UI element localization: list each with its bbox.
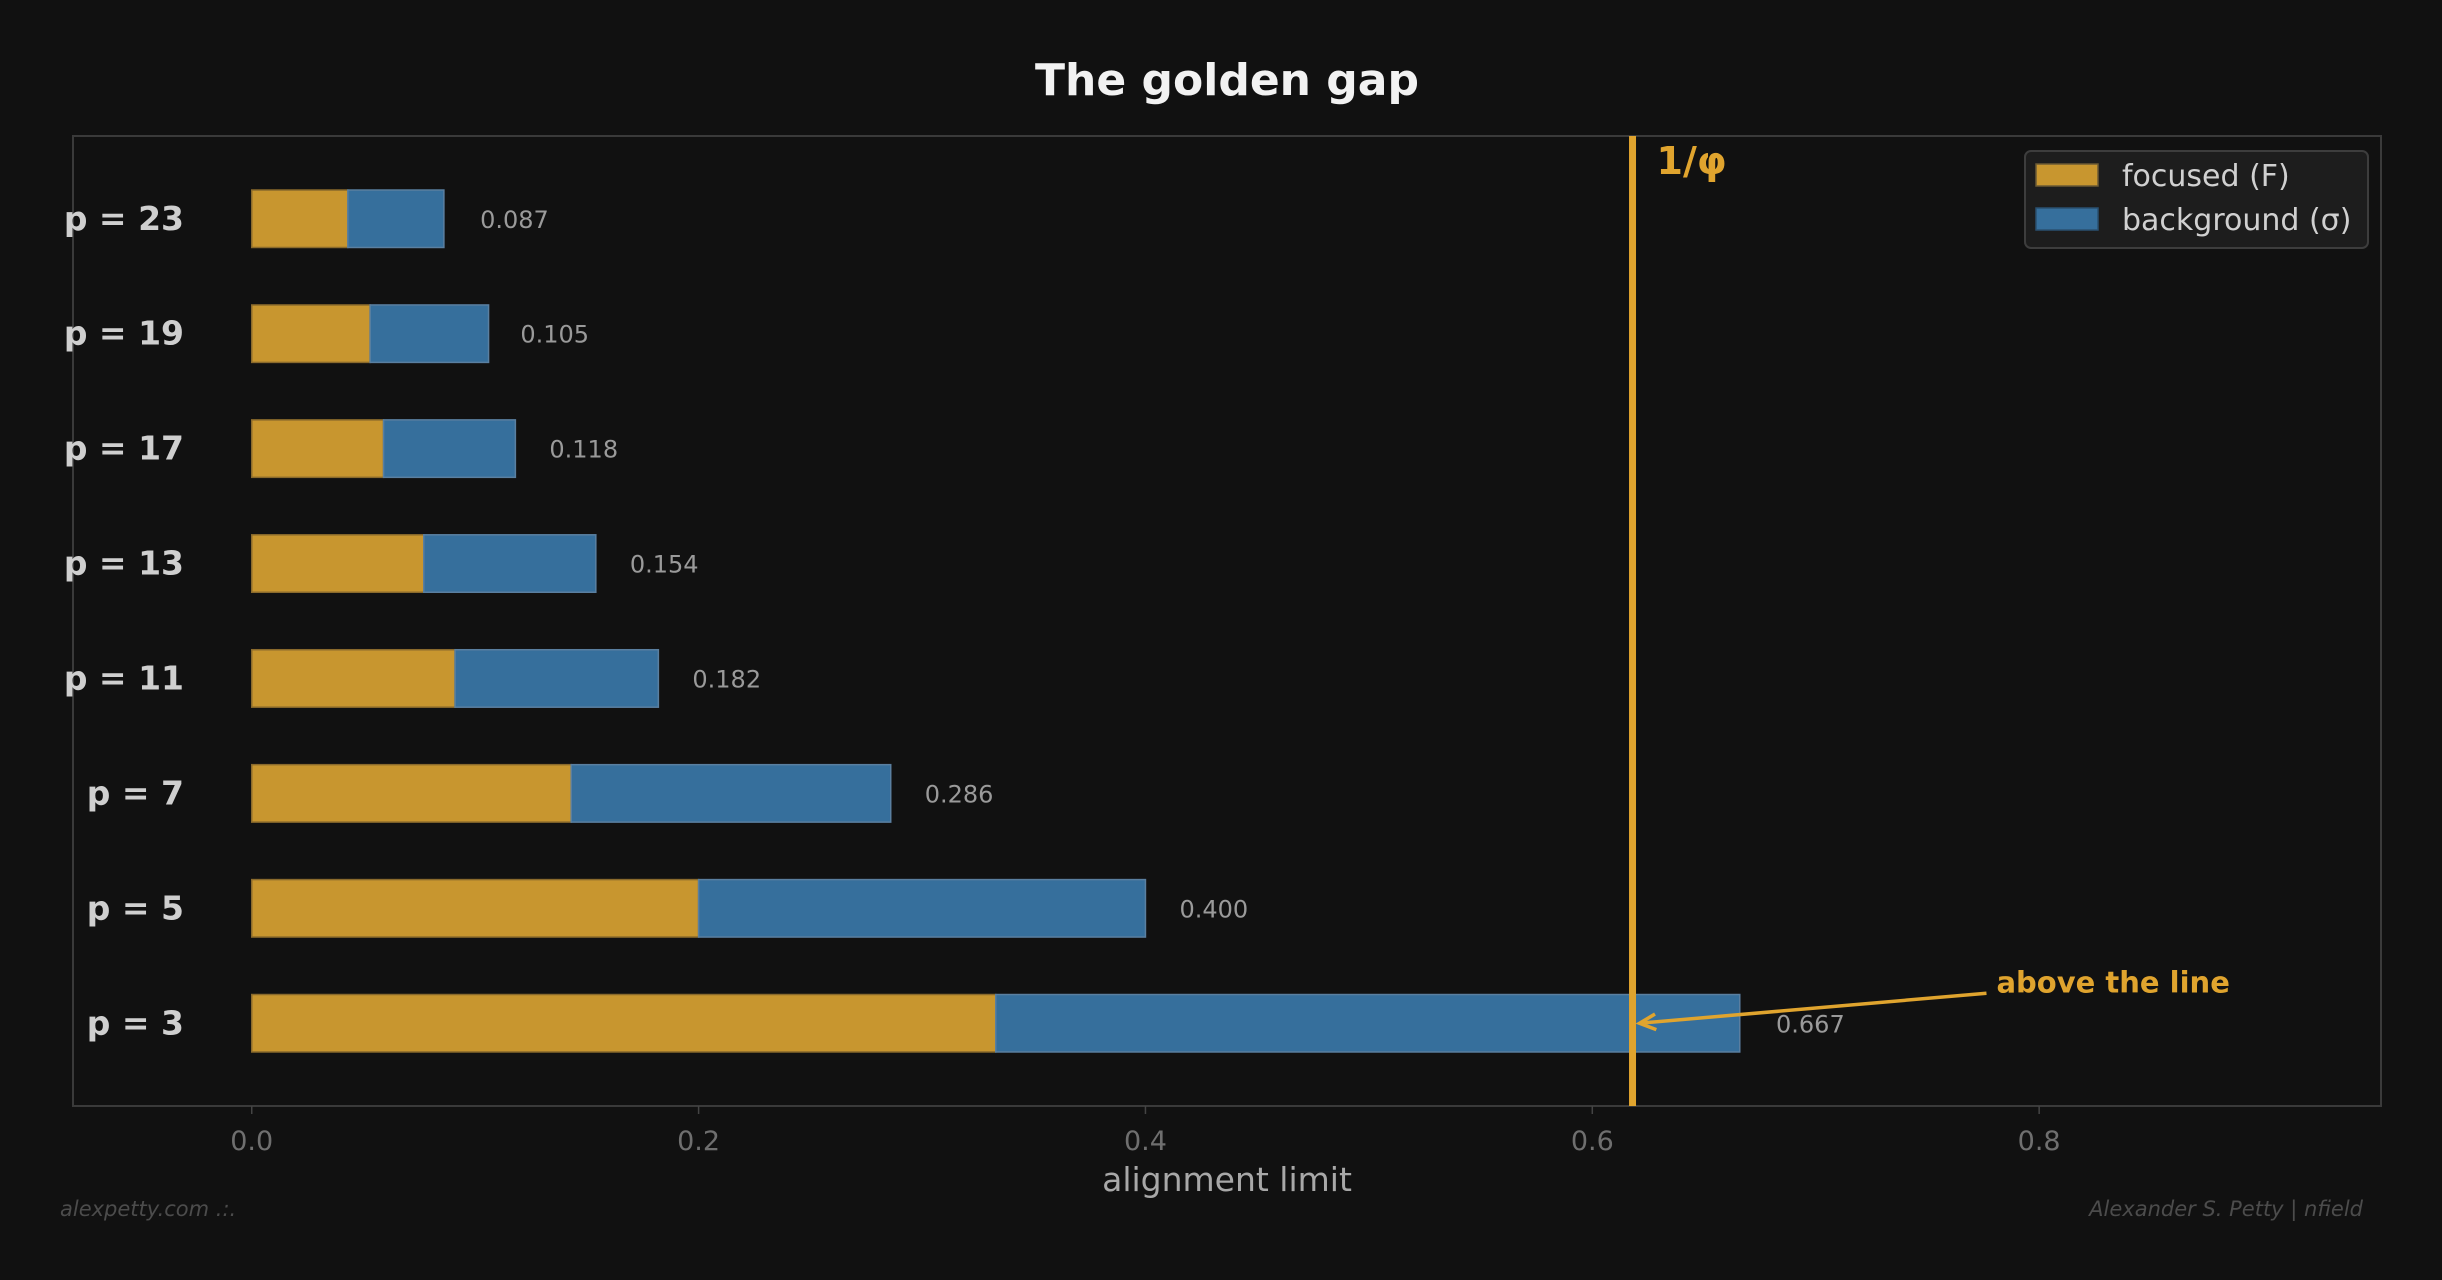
bar-background-p-19: [369, 304, 490, 364]
bar-background-p-23: [347, 189, 445, 249]
value-label-p-19: 0.105: [520, 321, 589, 349]
legend-box: [2024, 150, 2369, 249]
category-labels-layer: p = 3 p = 5 p = 7 p = 11 p = 13 p = 17 p = 19 p…: [64, 199, 184, 1043]
x-tick-label: 0.6: [1571, 1126, 1614, 1157]
plot-frame: [72, 135, 2382, 1107]
footer-right: Alexander S. Petty | nfield: [2087, 1197, 2364, 1222]
bar-focused-f-p-23: [250, 189, 349, 249]
category-label-p-19: p = 19: [64, 314, 184, 353]
annotation: above the line: [1635, 965, 2230, 1032]
value-label-p-7: 0.286: [925, 780, 994, 808]
bar-focused-f-p-7: [250, 763, 572, 823]
value-label-p-13: 0.154: [630, 551, 699, 579]
legend-label-focused: focused (F): [2122, 159, 2290, 194]
bar-focused-f-p-17: [250, 419, 385, 479]
legend-swatch-background: [2035, 207, 2099, 231]
annotation-arrow-head: [1635, 1012, 1657, 1032]
bar-background-p-7: [570, 763, 892, 823]
annotation-arrow-line: [1639, 991, 1987, 1025]
bar-focused-f-p-11: [250, 648, 456, 708]
bar-focused-f-p-19: [250, 304, 371, 364]
category-label-p-17: p = 17: [64, 429, 184, 468]
bar-focused-f-p-3: [250, 993, 997, 1053]
value-label-p-17: 0.118: [549, 436, 618, 464]
bar-background-p-3: [995, 993, 1741, 1053]
value-label-p-11: 0.182: [692, 665, 761, 693]
bar-background-p-5: [697, 878, 1147, 938]
bar-focused-f-p-5: [250, 878, 700, 938]
bar-focused-f-p-13: [250, 534, 425, 594]
x-tick-label: 0.2: [677, 1126, 720, 1157]
x-axis-title: alignment limit: [1102, 1160, 1352, 1199]
legend-label-background: background (σ): [2122, 203, 2351, 238]
category-label-p-5: p = 5: [87, 888, 184, 927]
bar-background-p-17: [382, 419, 517, 479]
x-tick-label: 0.4: [1124, 1126, 1167, 1157]
value-label-p-3: 0.667: [1776, 1010, 1845, 1038]
annotation-label: above the line: [1996, 965, 2229, 999]
x-tick-label: 0.8: [2018, 1126, 2061, 1157]
bars-layer: [250, 189, 1741, 1053]
x-axis-ticks: 0.0 0.2 0.4 0.6 0.8: [230, 1106, 2061, 1157]
category-label-p-23: p = 23: [64, 199, 184, 238]
bar-background-p-13: [423, 534, 597, 594]
category-label-p-3: p = 3: [87, 1003, 184, 1042]
value-label-p-23: 0.087: [480, 206, 549, 234]
x-tick-label: 0.0: [230, 1126, 273, 1157]
value-labels-layer: 0.667 0.400 0.286 0.182 0.154 0.118 0.105 0.087: [480, 206, 1845, 1039]
chart-title: The golden gap: [1035, 55, 1419, 106]
category-label-p-11: p = 11: [64, 658, 184, 697]
legend-swatch-focused: [2035, 163, 2099, 187]
category-label-p-13: p = 13: [64, 544, 184, 583]
category-label-p-7: p = 7: [87, 773, 184, 812]
bar-background-p-11: [454, 648, 660, 708]
footer-left: alexpetty.com .:.: [60, 1197, 236, 1221]
legend: focused (F) background (σ): [2024, 150, 2369, 249]
reference-line-label: 1/φ: [1657, 139, 1727, 183]
value-label-p-5: 0.400: [1179, 895, 1248, 923]
